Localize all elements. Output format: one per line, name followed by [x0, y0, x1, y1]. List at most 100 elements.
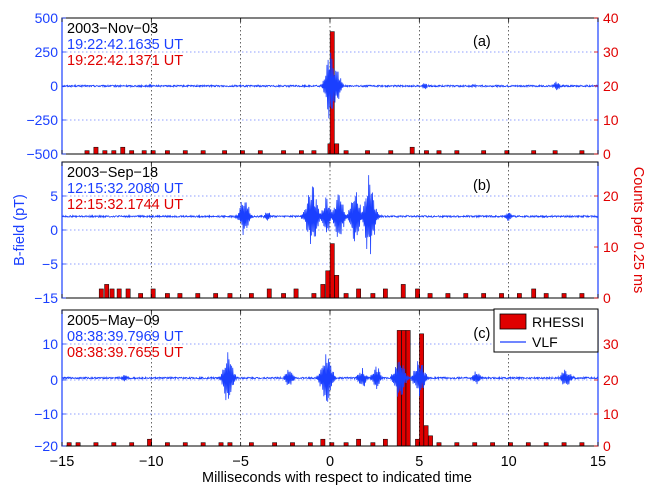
rhessi-bar — [365, 150, 370, 155]
y-tick-label-left: 0 — [50, 78, 58, 94]
rhessi-bar — [266, 288, 272, 299]
y-tick-label-left: −500 — [26, 146, 58, 162]
rhessi-bar — [419, 333, 424, 447]
y-tick-label-left: 5 — [50, 188, 58, 204]
y-tick-label-right: 30 — [603, 336, 619, 352]
legend: RHESSI VLF — [493, 308, 599, 353]
rhessi-bar — [490, 442, 495, 447]
rhessi-bar — [222, 150, 227, 155]
rhessi-bar — [93, 146, 99, 155]
legend-rhessi-swatch — [499, 313, 527, 330]
rhessi-bar — [165, 293, 170, 299]
rhessi-bar — [227, 442, 233, 447]
x-tick-labels: −15 −10 −5 0 5 10 15 — [50, 454, 606, 470]
rhessi-bar — [543, 293, 549, 299]
panel-label: (a) — [473, 34, 491, 50]
rhessi-bar — [454, 150, 460, 155]
event-date: 2005−May−09 — [67, 313, 160, 329]
rhessi-bar — [129, 442, 135, 447]
rhessi-bar — [400, 284, 406, 299]
rhessi-bar — [182, 442, 188, 447]
rhessi-bar — [138, 293, 143, 299]
rhessi-bar — [75, 442, 81, 447]
rhessi-bar — [116, 288, 122, 299]
rhessi-bar — [281, 293, 286, 299]
rhessi-bar — [481, 150, 487, 155]
y-tick-label-left: −10 — [34, 406, 58, 422]
rhessi-bar — [307, 442, 313, 447]
rhessi-bar — [182, 150, 188, 155]
vlf-time: 08:38:39.7969 UT — [67, 329, 183, 345]
rhessi-bar — [428, 435, 433, 447]
x-tick-label: −15 — [50, 454, 75, 470]
y-axis-label-right: Counts per 0.25 ms — [630, 167, 645, 294]
rhessi-bar — [104, 284, 110, 299]
rhessi-bar — [579, 442, 585, 447]
rhessi-time: 08:38:39.7655 UT — [67, 345, 183, 361]
rhessi-bar — [525, 442, 531, 447]
rhessi-bar — [383, 438, 388, 447]
rhessi-bar — [481, 293, 487, 299]
rhessi-bar — [311, 150, 317, 155]
rhessi-bar — [281, 150, 286, 155]
rhessi-bar — [472, 442, 478, 447]
rhessi-bar — [120, 146, 126, 155]
rhessi-bar — [436, 150, 442, 155]
rhessi-bar — [165, 150, 170, 155]
y-tick-label-right: 30 — [603, 44, 619, 60]
panel-label: (b) — [473, 178, 491, 194]
rhessi-bar — [409, 146, 415, 155]
rhessi-bar — [299, 150, 304, 155]
rhessi-bar — [517, 293, 522, 299]
rhessi-bar — [218, 442, 224, 447]
legend-vlf-label: VLF — [532, 334, 558, 350]
rhessi-bar — [561, 442, 567, 447]
rhessi-bar — [552, 150, 558, 155]
rhessi-bar — [320, 284, 326, 299]
rhessi-bar — [423, 425, 429, 447]
rhessi-bar — [561, 293, 567, 299]
vlf-time: 12:15:32.2080 UT — [67, 181, 183, 197]
y-tick-label-left: 0 — [50, 222, 58, 238]
vlf-line — [61, 175, 599, 255]
rhessi-bar — [463, 293, 469, 299]
rhessi-bar — [111, 442, 117, 447]
y-tick-label-left: −20 — [34, 438, 58, 454]
rhessi-bar — [129, 150, 135, 155]
x-tick-label: 0 — [326, 454, 334, 470]
rhessi-bar — [329, 243, 335, 299]
rhessi-bar — [93, 442, 99, 447]
y-tick-label-right: 10 — [603, 112, 619, 128]
y-tick-label-right: 10 — [603, 406, 619, 422]
rhessi-bar — [290, 442, 295, 447]
panel-label: (c) — [473, 326, 490, 342]
rhessi-bar — [102, 150, 108, 155]
event-date: 2003−Nov−03 — [67, 21, 158, 37]
x-tick-label: −5 — [232, 454, 249, 470]
rhessi-bar — [334, 143, 340, 155]
y-tick-label-right: 40 — [603, 10, 619, 26]
rhessi-bar — [388, 150, 394, 155]
rhessi-bar — [531, 288, 537, 299]
rhessi-bar — [531, 150, 537, 155]
rhessi-bar — [249, 442, 254, 447]
x-tick-label: 10 — [501, 454, 517, 470]
vlf-line — [61, 352, 599, 402]
rhessi-bar — [499, 293, 504, 299]
rhessi-bar — [98, 288, 104, 299]
rhessi-bar — [272, 442, 277, 447]
y-tick-label-right: 20 — [603, 188, 619, 204]
rhessi-bar — [579, 293, 585, 299]
event-date: 2003−Sep−18 — [67, 165, 158, 181]
rhessi-bar — [383, 288, 388, 299]
vlf-line — [61, 52, 599, 119]
rhessi-bar — [370, 442, 376, 447]
rhessi-bar — [213, 293, 219, 299]
rhessi-bar — [200, 442, 206, 447]
rhessi-bar — [125, 288, 131, 299]
rhessi-bar — [141, 150, 147, 155]
y-tick-label-left: 10 — [42, 336, 58, 352]
rhessi-bar — [356, 288, 361, 299]
y-tick-label-right: 0 — [603, 290, 611, 306]
rhessi-bar — [257, 150, 263, 155]
